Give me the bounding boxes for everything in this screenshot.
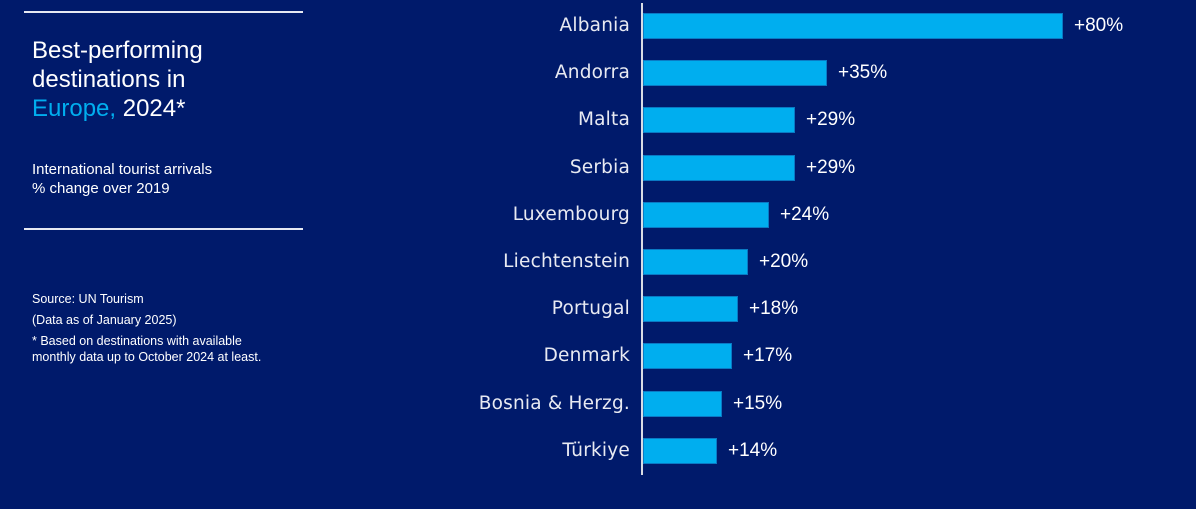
- bottom-divider: [24, 228, 303, 230]
- subtitle-line-1: International tourist arrivals: [32, 161, 213, 178]
- footnote-line-2: monthly data up to October 2024 at least…: [32, 350, 262, 364]
- bar-row: Bosnia & Herzg. +15%: [0, 390, 1196, 417]
- title-year: 2024*: [122, 95, 186, 122]
- data-date: (Data as of January 2025): [32, 313, 177, 327]
- title-line-3: Europe, 2024*: [32, 94, 302, 123]
- bar: [643, 343, 732, 370]
- bar: [643, 107, 795, 134]
- value-label: +20%: [759, 251, 809, 272]
- bar-row: Malta +29%: [0, 107, 1196, 134]
- title-line-2: destinations in: [32, 66, 186, 93]
- footnote: * Based on destinations with available m…: [32, 333, 261, 365]
- bar: [643, 154, 795, 181]
- bar-row: Andorra +35%: [0, 60, 1196, 87]
- category-label: Liechtenstein: [503, 251, 630, 272]
- value-label: +15%: [733, 392, 783, 414]
- value-label: +14%: [728, 439, 778, 461]
- bar: [643, 296, 738, 323]
- bar-row: Türkiye +14%: [0, 437, 1196, 464]
- value-label: +18%: [749, 298, 799, 320]
- category-label: Türkiye: [562, 439, 630, 461]
- bar-row: Denmark +17%: [0, 343, 1196, 370]
- source-text: Source: UN Tourism: [32, 292, 144, 306]
- subtitle-line-2: % change over 2019: [32, 180, 170, 197]
- title-region: Europe,: [32, 95, 117, 122]
- category-label: Denmark: [543, 345, 630, 367]
- bar-row: Albania +80%: [0, 13, 1196, 39]
- bar-row: Serbia +29%: [0, 154, 1196, 181]
- bar-row: Liechtenstein +20%: [0, 249, 1196, 275]
- value-label: +35%: [838, 62, 888, 84]
- bar: [643, 249, 748, 275]
- category-label: Luxembourg: [512, 203, 630, 225]
- bar-row: Portugal +18%: [0, 296, 1196, 323]
- category-label: Bosnia & Herzg.: [478, 392, 630, 414]
- value-label: +80%: [1074, 15, 1124, 36]
- bar-row: Luxembourg +24%: [0, 201, 1196, 228]
- bar: [643, 437, 717, 464]
- value-label: +29%: [806, 109, 856, 131]
- value-label: +17%: [743, 345, 793, 367]
- source-notes: Source: UN Tourism (Data as of January 2…: [32, 289, 261, 365]
- footnote-line-1: * Based on destinations with available: [32, 334, 242, 348]
- top-divider: [24, 11, 303, 13]
- chart-title: Best-performing destinations in Europe, …: [32, 36, 302, 123]
- title-line-1: Best-performing: [32, 37, 203, 64]
- category-label: Portugal: [551, 298, 630, 320]
- y-axis-line: [641, 3, 643, 475]
- category-label: Serbia: [569, 156, 630, 178]
- category-label: Albania: [559, 15, 630, 36]
- value-label: +24%: [780, 203, 830, 225]
- bar: [643, 60, 827, 87]
- category-label: Malta: [577, 109, 630, 131]
- bar: [643, 13, 1063, 39]
- bar: [643, 390, 722, 417]
- bar: [643, 201, 769, 228]
- chart-subtitle: International tourist arrivals % change …: [32, 160, 212, 198]
- category-label: Andorra: [554, 62, 630, 84]
- value-label: +29%: [806, 156, 856, 178]
